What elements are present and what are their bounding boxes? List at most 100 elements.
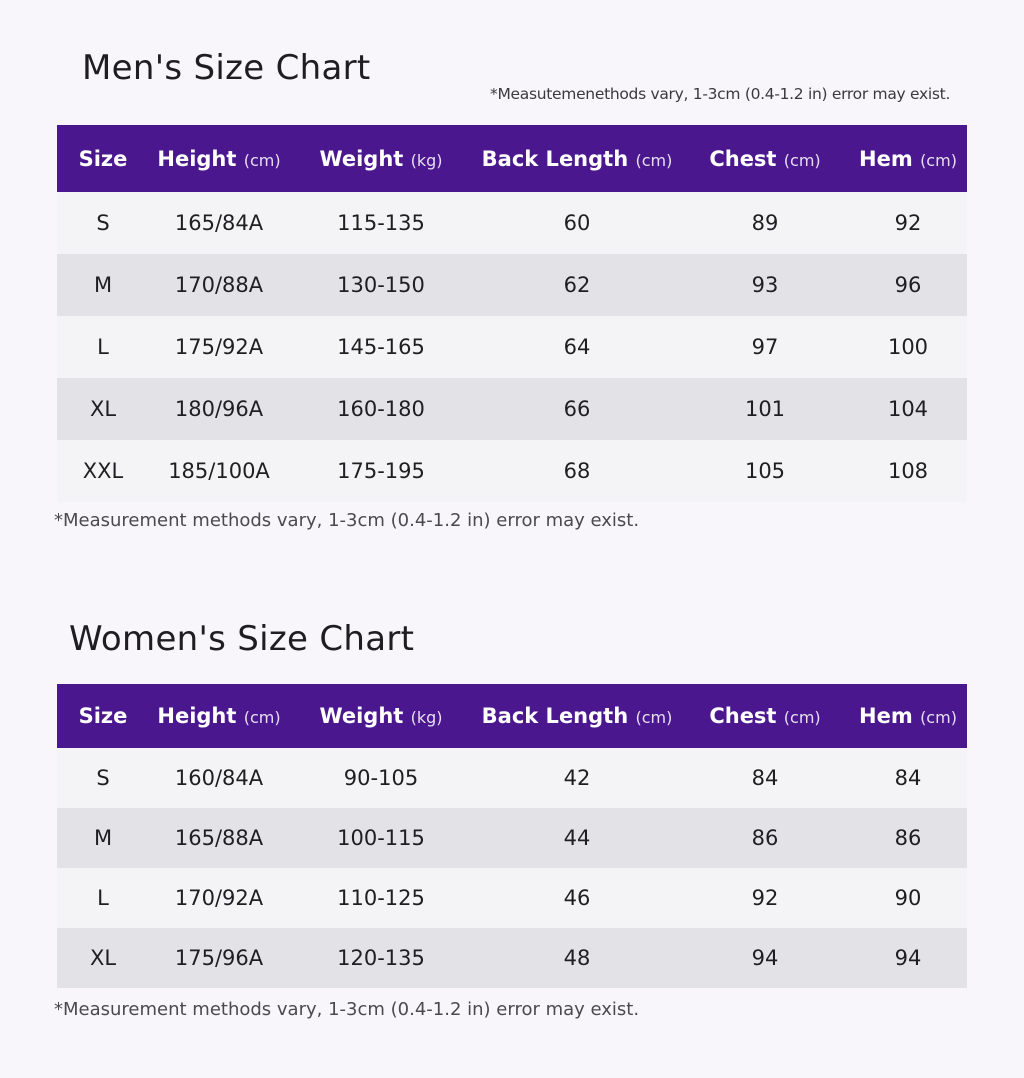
cell-height: 175/96A [174, 946, 264, 970]
cell-chest: 93 [751, 273, 779, 297]
cell-weight: 100-115 [337, 826, 425, 850]
cell-size: XL [89, 397, 117, 421]
header-unit: (cm) [243, 150, 281, 170]
cell-weight: 160-180 [337, 397, 425, 421]
cell-hem: 104 [887, 397, 929, 421]
cell-size: L [97, 886, 109, 910]
header-chest: Chest (cm) [681, 125, 849, 192]
header-label: Weight [319, 146, 404, 171]
header-label: Back Length [481, 146, 629, 171]
womens-table-header-row: Size Height (cm) Weight (kg) Back Length… [57, 684, 967, 748]
header-label: Chest [709, 146, 777, 171]
cell-chest: 101 [744, 397, 786, 421]
table-row: XL 175/96A 120-135 48 94 94 [57, 928, 967, 988]
cell-chest: 84 [751, 766, 779, 790]
header-unit: (cm) [920, 708, 957, 727]
table-row: XL 180/96A 160-180 66 101 104 [57, 378, 967, 440]
cell-height: 180/96A [174, 397, 264, 421]
header-unit: (cm) [635, 150, 673, 170]
cell-chest: 89 [751, 211, 779, 235]
mens-measurement-note: *Measurement methods vary, 1-3cm (0.4-1.… [54, 510, 640, 531]
header-unit: (cm) [920, 150, 957, 170]
womens-measurement-note: *Measurement methods vary, 1-3cm (0.4-1.… [54, 999, 640, 1020]
cell-hem: 92 [894, 211, 922, 235]
header-unit: (cm) [783, 708, 821, 727]
header-unit: (cm) [783, 150, 821, 170]
header-label: Hem [859, 704, 913, 728]
header-height: Height (cm) [149, 125, 289, 192]
cell-back-length: 64 [563, 335, 591, 359]
cell-weight: 145-165 [337, 335, 425, 359]
header-label: Height [157, 146, 237, 171]
header-unit: (cm) [243, 708, 281, 727]
cell-hem: 96 [894, 273, 922, 297]
cell-hem: 86 [894, 826, 922, 850]
header-weight: Weight (kg) [289, 125, 473, 192]
mens-top-measurement-note: *Measutemenethods vary, 1-3cm (0.4-1.2 i… [490, 85, 951, 103]
cell-back-length: 42 [563, 766, 591, 790]
cell-height: 165/84A [174, 211, 264, 235]
cell-back-length: 68 [563, 459, 591, 483]
mens-size-table: Size Height (cm) Weight (kg) Back Length… [57, 125, 967, 502]
womens-size-table: Size Height (cm) Weight (kg) Back Length… [57, 684, 967, 988]
mens-table-header-row: Size Height (cm) Weight (kg) Back Length… [57, 125, 967, 192]
table-row: M 170/88A 130-150 62 93 96 [57, 254, 967, 316]
cell-chest: 97 [751, 335, 779, 359]
cell-size: M [93, 826, 113, 850]
header-label: Size [78, 704, 128, 728]
cell-height: 170/88A [174, 273, 264, 297]
header-size: Size [57, 125, 149, 192]
header-unit: (kg) [410, 150, 443, 170]
cell-weight: 130-150 [337, 273, 425, 297]
cell-height: 170/92A [174, 886, 264, 910]
header-weight: Weight (kg) [289, 684, 473, 748]
header-back-length: Back Length (cm) [473, 125, 681, 192]
header-chest: Chest (cm) [681, 684, 849, 748]
cell-hem: 94 [894, 946, 922, 970]
cell-height: 185/100A [168, 459, 270, 483]
table-row: M 165/88A 100-115 44 86 86 [57, 808, 967, 868]
cell-chest: 105 [744, 459, 786, 483]
cell-weight: 175-195 [337, 459, 425, 483]
cell-back-length: 60 [563, 211, 591, 235]
cell-back-length: 62 [563, 273, 591, 297]
header-hem: Hem (cm) [849, 125, 967, 192]
cell-weight: 90-105 [343, 766, 419, 790]
header-label: Back Length [481, 704, 629, 728]
header-label: Height [157, 704, 237, 728]
header-label: Size [78, 146, 128, 171]
header-hem: Hem (cm) [849, 684, 967, 748]
header-size: Size [57, 684, 149, 748]
header-unit: (kg) [410, 708, 443, 727]
table-row: XXL 185/100A 175-195 68 105 108 [57, 440, 967, 502]
cell-hem: 84 [894, 766, 922, 790]
cell-weight: 110-125 [337, 886, 425, 910]
cell-weight: 120-135 [337, 946, 425, 970]
header-label: Weight [319, 704, 404, 728]
cell-chest: 86 [751, 826, 779, 850]
cell-size: XXL [82, 459, 124, 483]
cell-size: L [97, 335, 109, 359]
table-row: S 160/84A 90-105 42 84 84 [57, 748, 967, 808]
cell-height: 165/88A [174, 826, 264, 850]
cell-chest: 92 [751, 886, 779, 910]
cell-back-length: 44 [563, 826, 591, 850]
cell-height: 160/84A [174, 766, 264, 790]
cell-hem: 100 [887, 335, 929, 359]
cell-back-length: 46 [563, 886, 591, 910]
cell-height: 175/92A [174, 335, 264, 359]
table-row: L 175/92A 145-165 64 97 100 [57, 316, 967, 378]
table-row: L 170/92A 110-125 46 92 90 [57, 868, 967, 928]
womens-size-chart-title: Women's Size Chart [69, 619, 415, 659]
cell-back-length: 66 [563, 397, 591, 421]
cell-size: M [93, 273, 113, 297]
header-label: Chest [709, 704, 777, 728]
cell-hem: 108 [887, 459, 929, 483]
header-back-length: Back Length (cm) [473, 684, 681, 748]
header-height: Height (cm) [149, 684, 289, 748]
header-label: Hem [859, 146, 913, 171]
header-unit: (cm) [635, 708, 673, 727]
cell-back-length: 48 [563, 946, 591, 970]
table-row: S 165/84A 115-135 60 89 92 [57, 192, 967, 254]
cell-size: S [96, 211, 110, 235]
